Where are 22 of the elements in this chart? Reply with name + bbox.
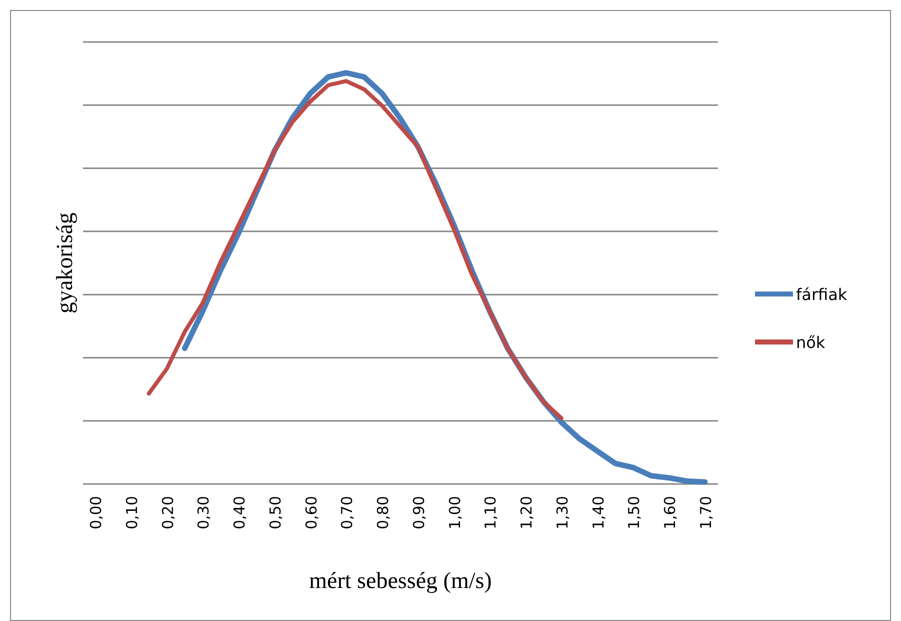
x-tick-label: 0,50 — [266, 496, 284, 530]
x-tick-label: 1,60 — [661, 496, 680, 530]
legend-label: nők — [796, 333, 826, 352]
x-tick-label: 0,40 — [230, 496, 249, 530]
x-tick-label: 1,00 — [446, 496, 464, 530]
legend-label: fárfiak — [796, 285, 848, 304]
x-tick-label: 1,30 — [553, 496, 572, 530]
x-tick-label: 1,50 — [625, 496, 644, 530]
x-tick-label: 1,10 — [482, 496, 500, 530]
x-axis-title: mért sebesség (m/s) — [309, 568, 492, 593]
x-tick-label: 0,20 — [158, 496, 177, 530]
x-tick-label: 0,00 — [87, 496, 105, 530]
x-tick-label: 0,70 — [338, 496, 356, 530]
x-tick-label: 1,20 — [518, 496, 536, 530]
x-tick-label: 0,10 — [122, 496, 141, 530]
y-axis-title: gyakoriság — [52, 212, 77, 314]
x-tick-label: 0,30 — [194, 496, 213, 530]
x-tick-label: 0,90 — [410, 496, 428, 530]
x-tick-label: 1,70 — [697, 496, 715, 530]
x-tick-label: 0,80 — [374, 496, 392, 530]
x-tick-label: 0,60 — [302, 496, 320, 530]
x-tick-label: 1,40 — [589, 496, 608, 530]
